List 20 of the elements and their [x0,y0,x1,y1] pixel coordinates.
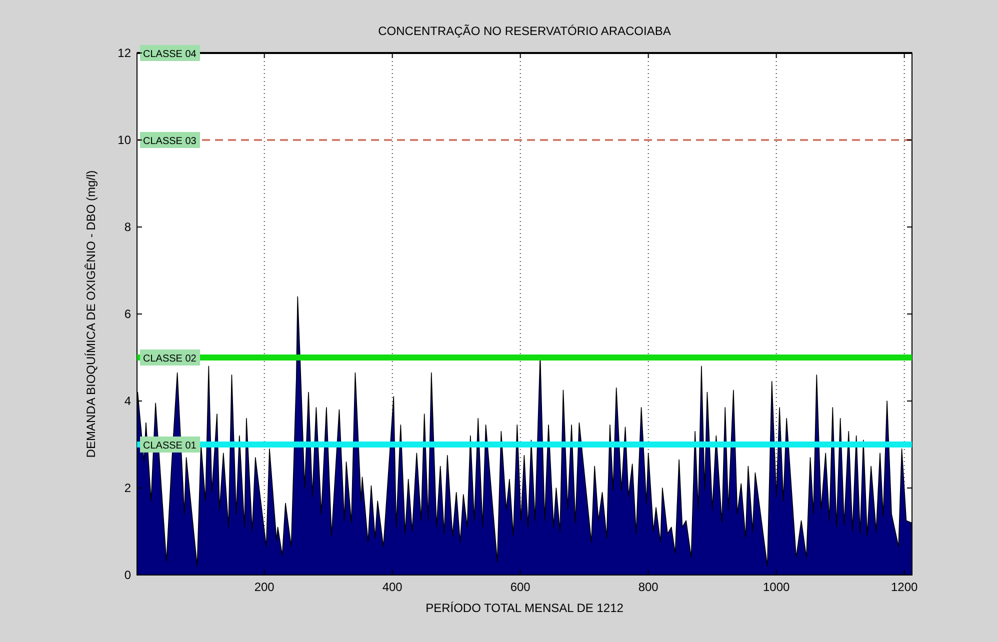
x-tick-label: 200 [254,580,275,594]
y-tick-label: 4 [124,394,132,408]
x-axis-title: PERÍODO TOTAL MENSAL DE 1212 [426,601,624,615]
y-tick-label: 2 [124,481,132,495]
y-tick-label: 0 [124,568,132,582]
y-tick-label: 8 [124,220,132,234]
x-tick-label: 400 [382,580,403,594]
y-axis-title: DEMANDA BIOQUÍMICA DE OXIGÊNIO - DBO (mg/l) [84,170,98,458]
chart-title: CONCENTRAÇÃO NO RESERVATÓRIO ARACOIABA [378,24,671,38]
ref-line-label: CLASSE 03 [143,136,197,147]
ref-line-label: CLASSE 01 [143,440,197,452]
y-tick-label: 6 [124,307,132,321]
y-tick-label: 10 [118,133,132,147]
ref-line-label: CLASSE 02 [143,354,197,364]
x-tick-label: 1200 [890,580,918,594]
x-tick-label: 1000 [762,580,790,594]
ref-line-label: CLASSE 04 [143,49,197,60]
x-tick-label: 800 [638,580,659,594]
y-tick-label: 12 [118,46,132,60]
x-tick-label: 600 [510,580,531,594]
